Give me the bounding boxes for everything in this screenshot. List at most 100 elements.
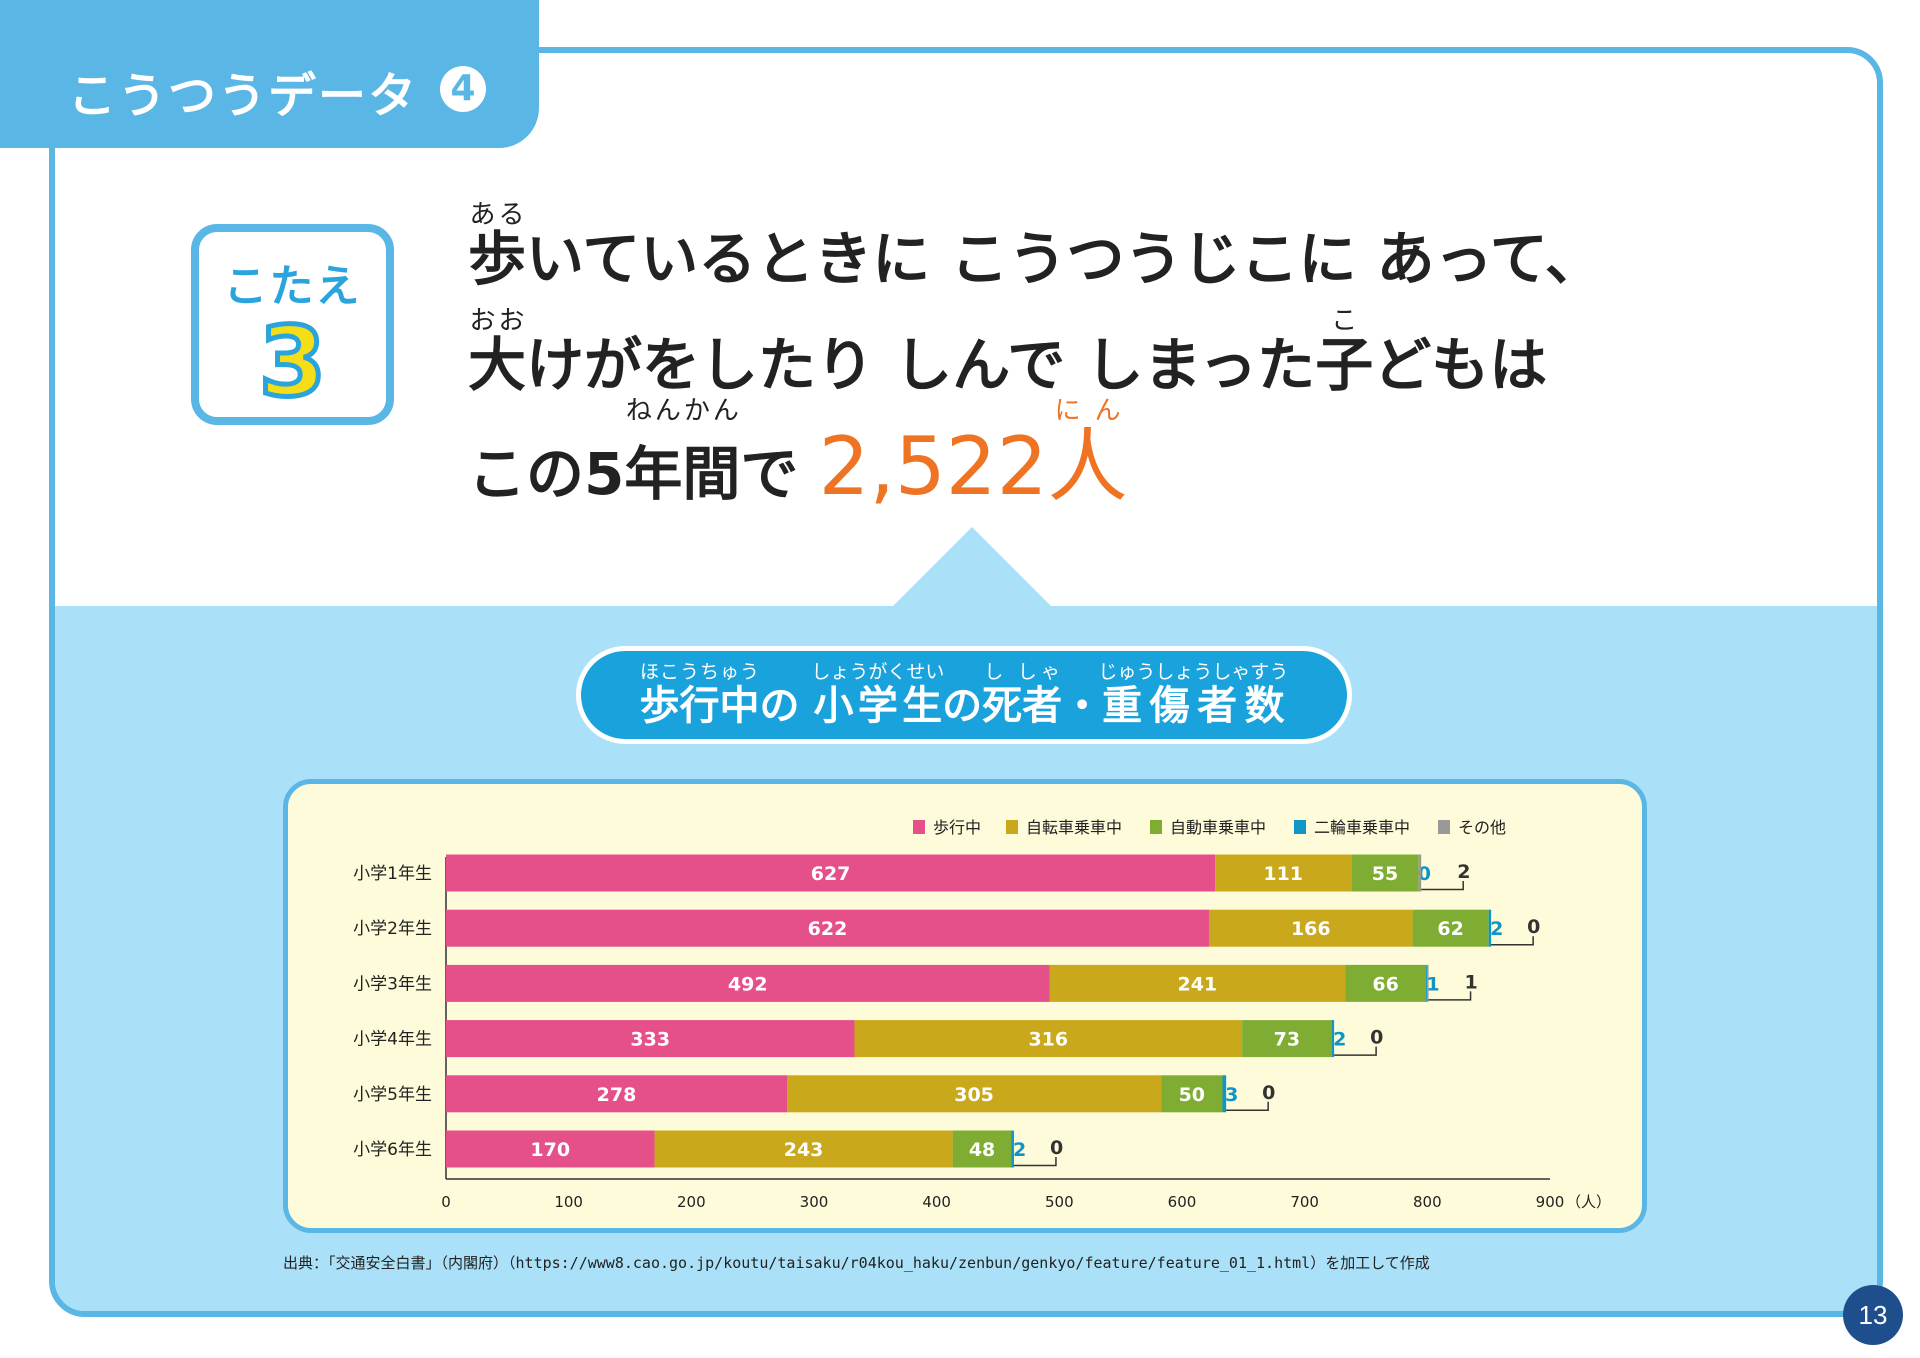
bar-segment [446, 964, 1050, 1002]
x-axis-unit: （人） [1566, 1193, 1611, 1211]
bar-segment [1426, 964, 1428, 1002]
bar-segment [787, 1075, 1162, 1113]
data-label: 62 [1437, 918, 1463, 940]
data-label: 333 [630, 1029, 670, 1051]
page-number: 13 [1843, 1285, 1903, 1345]
bar-segment [1351, 854, 1419, 892]
data-label: 166 [1291, 918, 1331, 940]
bar-segment [1215, 854, 1352, 892]
chart-title: 歩行中ほこうちゅうの 小学生しょうがくせいの死者し しゃ・重傷者数じゅうしょうし… [639, 661, 1289, 729]
bar-segment [1049, 964, 1346, 1002]
legend-label: 自転車乗車中 [1026, 818, 1122, 837]
data-label-other: 0 [1262, 1082, 1275, 1104]
data-label-two-wheel: 2 [1333, 1029, 1346, 1051]
data-label-other: 0 [1527, 916, 1540, 938]
x-tick-label: 100 [554, 1193, 583, 1211]
answer-line-1: 歩あるいているときに こうつうじこに あって、 [468, 200, 1603, 293]
other-leader-line [1013, 1157, 1057, 1167]
x-tick-label: 200 [677, 1193, 706, 1211]
stacked-bar-chart: 0 100 200 300 400 500 600 700 800 900 （人）歩行中 自転車乗車中… [353, 818, 1611, 1211]
data-label: 622 [808, 918, 848, 940]
data-label: 241 [1177, 973, 1217, 995]
bar-segment [446, 1020, 855, 1058]
data-label: 73 [1274, 1029, 1300, 1051]
bar-segment [1488, 909, 1492, 947]
category-label: 小学2年生 [353, 919, 432, 939]
data-label: 170 [530, 1139, 570, 1161]
legend-label: その他 [1458, 818, 1506, 837]
bar-segment [1345, 964, 1427, 1002]
x-tick-label: 500 [1045, 1193, 1074, 1211]
other-leader-line [1428, 991, 1472, 1001]
data-label-other: 0 [1050, 1137, 1063, 1159]
category-label: 小学1年生 [353, 864, 432, 884]
data-label: 111 [1263, 863, 1303, 885]
bar-segment [446, 909, 1209, 947]
legend-swatch [1438, 820, 1450, 834]
legend-label: 歩行中 [933, 818, 981, 837]
bar-segment [1412, 909, 1489, 947]
legend-label: 自動車乗車中 [1170, 818, 1266, 837]
category-label: 小学6年生 [353, 1140, 432, 1160]
bar-segment [1427, 964, 1429, 1002]
header-tab: こうつうデータ 4 [0, 0, 539, 148]
category-label: 小学5年生 [353, 1085, 432, 1105]
other-leader-line [1421, 881, 1464, 891]
bar-segment [1011, 1130, 1014, 1168]
data-label-other: 0 [1370, 1027, 1383, 1049]
answer-count: 2,522 [818, 420, 1048, 513]
data-label: 50 [1179, 1084, 1205, 1106]
answer-box: こたえ 3 [191, 224, 394, 425]
legend-swatch [1294, 820, 1306, 834]
data-label: 66 [1372, 973, 1398, 995]
data-label: 316 [1028, 1029, 1068, 1051]
data-label-two-wheel: 1 [1426, 973, 1439, 995]
legend-swatch [1006, 820, 1018, 834]
bar-segment [1222, 1075, 1227, 1113]
pointer-triangle [892, 527, 1052, 607]
bar-segment [654, 1130, 953, 1168]
bar-segment [446, 1130, 655, 1168]
legend-label: 二輪車乗車中 [1314, 818, 1410, 837]
other-leader-line [1491, 936, 1534, 946]
data-label-two-wheel: 3 [1225, 1084, 1238, 1106]
header-title: こうつうデータ [68, 68, 419, 124]
x-tick-label: 800 [1413, 1193, 1442, 1211]
bar-segment [1208, 909, 1413, 947]
data-label: 278 [597, 1084, 637, 1106]
bar-segment [854, 1020, 1243, 1058]
bar-segment [446, 1075, 788, 1113]
data-label: 492 [728, 973, 768, 995]
category-label: 小学3年生 [353, 974, 432, 994]
data-label: 243 [784, 1139, 824, 1161]
legend-swatch [913, 820, 925, 834]
bar-segment [1242, 1020, 1332, 1058]
data-label-other: 2 [1457, 861, 1470, 883]
x-tick-label: 300 [800, 1193, 829, 1211]
data-label: 48 [969, 1139, 995, 1161]
x-tick-label: 900 [1536, 1193, 1565, 1211]
data-label-two-wheel: 2 [1013, 1139, 1026, 1161]
answer-label: こたえ [223, 261, 362, 312]
other-leader-line [1334, 1046, 1377, 1056]
source-note: 出典：「交通安全白書」（内閣府）（https://www8.cao.go.jp/… [283, 1254, 1430, 1272]
other-leader-line [1226, 1101, 1269, 1112]
header-number-badge: 4 [440, 66, 486, 112]
x-tick-label: 400 [922, 1193, 951, 1211]
bar-segment [1331, 1020, 1335, 1058]
data-label: 55 [1372, 863, 1398, 885]
category-label: 小学4年生 [353, 1030, 432, 1050]
x-tick-label: 0 [441, 1193, 451, 1211]
data-label: 627 [811, 863, 851, 885]
chart-title-pill: 歩行中ほこうちゅうの 小学生しょうがくせいの死者し しゃ・重傷者数じゅうしょうし… [576, 646, 1352, 744]
bar-segment [1161, 1075, 1223, 1113]
data-label: 305 [954, 1084, 994, 1106]
x-tick-label: 700 [1290, 1193, 1319, 1211]
answer-number: 3 [257, 306, 329, 418]
bar-segment [1418, 854, 1422, 892]
legend-swatch [1150, 820, 1162, 834]
answer-line-2: 大おおけがをしたり しんで しまった子こどもは [468, 306, 1548, 399]
bar-segment [446, 854, 1216, 892]
data-label-two-wheel: 2 [1490, 918, 1503, 940]
x-tick-label: 600 [1168, 1193, 1197, 1211]
